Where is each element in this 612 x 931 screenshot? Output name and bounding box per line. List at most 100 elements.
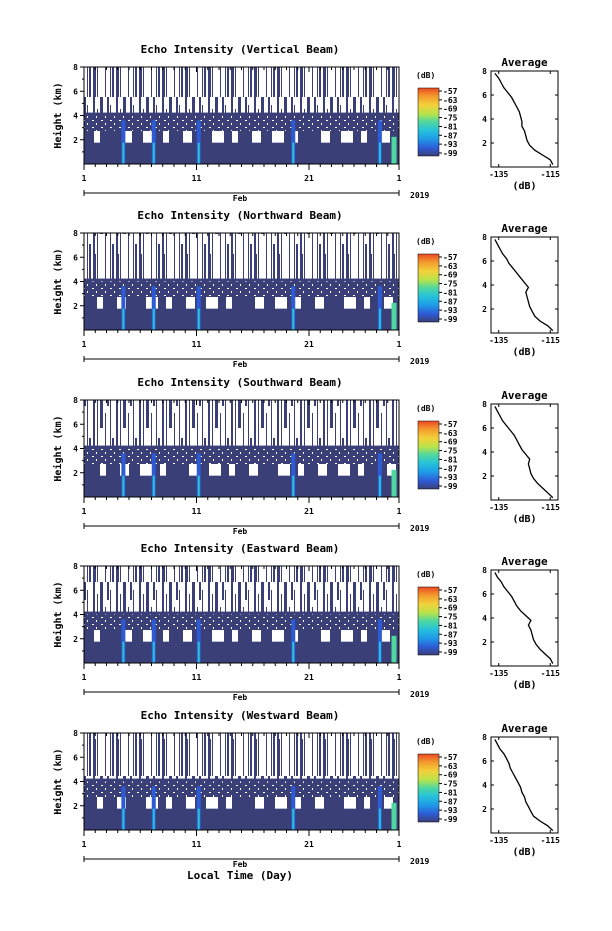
- colorbar-gradient: [417, 253, 440, 323]
- colorbar: (dB) -57-63-69-75-81-87-93-99: [416, 737, 458, 824]
- colorbar: (dB) -57-63-69-75-81-87-93-99: [416, 404, 458, 491]
- average-y-tick-label: 8: [482, 233, 487, 242]
- heatmap-spike-core: [197, 142, 200, 164]
- heatmap-spike: [291, 120, 296, 164]
- heatmap-gap: [381, 131, 390, 143]
- heatmap-upper-streaks: [84, 566, 399, 612]
- month-label: Feb: [233, 360, 248, 369]
- colorbar-tick-label: -81: [443, 788, 458, 797]
- colorbar-unit: (dB): [416, 71, 435, 80]
- heatmap-gap: [358, 464, 364, 476]
- heatmap-gap: [143, 131, 155, 143]
- y-tick-label: 4: [73, 445, 78, 454]
- x-tick-label: 1: [82, 340, 87, 349]
- average-xlabel: (dB): [512, 514, 536, 525]
- heatmap-spike-core: [122, 641, 125, 663]
- colorbar-tick-label: -69: [443, 105, 458, 114]
- heatmap-gap: [278, 464, 290, 476]
- heatmap-yaxis: 8 6 4 2: [73, 562, 84, 652]
- x-tick-label: 1: [397, 840, 402, 849]
- colorbar-tick-label: -81: [443, 455, 458, 464]
- heatmap-spike: [196, 120, 201, 164]
- y-tick-label: 6: [73, 586, 78, 595]
- heatmap-spike: [291, 286, 296, 330]
- heatmap-spike-core: [197, 308, 200, 330]
- heatmap-spike-core: [122, 142, 125, 164]
- average-profile: Average 8 6 4 2 -135 -115 (dB): [482, 722, 560, 858]
- heatmap-spike-end: [391, 302, 397, 330]
- heatmap-yaxis: 8 6 4 2: [73, 396, 84, 486]
- average-x-tick-label: -115: [541, 170, 560, 179]
- y-tick-label: 2: [73, 136, 78, 145]
- average-profile: Average 8 6 4 2 -135 -115 (dB): [482, 56, 560, 192]
- heatmap-yaxis: 8 6 4 2: [73, 729, 84, 819]
- heatmap-spike-core: [152, 142, 155, 164]
- month-label: Feb: [233, 860, 248, 869]
- heatmap-gap: [206, 797, 218, 809]
- average-title: Average: [501, 56, 548, 69]
- panel-4: Echo Intensity (Eastward Beam) 8 6 4 2 Height…: [52, 542, 560, 702]
- average-x-tick-label: -115: [541, 669, 560, 678]
- colorbar-tick-label: -75: [443, 447, 458, 456]
- y-tick-label: 8: [73, 729, 78, 738]
- heatmap-spike-core: [378, 142, 381, 164]
- heatmap-gap: [189, 464, 198, 476]
- colorbar-tick-label: -87: [443, 297, 458, 306]
- heatmap-upper-streaks: [84, 233, 399, 279]
- average-xlabel: (dB): [512, 680, 536, 691]
- heatmap-mid-layer: [84, 614, 399, 631]
- average-y-tick-label: 4: [482, 448, 487, 457]
- heatmap-gap: [321, 630, 330, 642]
- heatmap-gap: [252, 131, 261, 143]
- average-profile-line: [494, 72, 554, 165]
- y-tick-label: 8: [73, 562, 78, 571]
- colorbar-tick-label: -87: [443, 131, 458, 140]
- colorbar-gradient: [417, 87, 440, 157]
- average-profile-line: [494, 739, 554, 832]
- heatmap-upper-streaks: [84, 733, 399, 779]
- year-label: 2019: [410, 524, 429, 533]
- colorbar-tick-label: -63: [443, 96, 458, 105]
- heatmap-spike: [196, 286, 201, 330]
- heatmap-spike-core: [122, 808, 125, 830]
- heatmap-spike: [377, 120, 382, 164]
- heatmap-gap: [252, 630, 261, 642]
- colorbar-tick-label: -75: [443, 114, 458, 123]
- heatmap-gap: [338, 464, 350, 476]
- heatmap-spike-end: [391, 136, 397, 164]
- x-tick-label: 1: [397, 174, 402, 183]
- heatmap-spike: [151, 786, 156, 830]
- x-tick-label: 1: [82, 174, 87, 183]
- heatmap-gap: [166, 297, 172, 309]
- average-y-tick-label: 2: [482, 139, 487, 148]
- year-label: 2019: [410, 857, 429, 866]
- heatmap-spike-core: [378, 308, 381, 330]
- heatmap-spike-core: [152, 641, 155, 663]
- y-tick-label: 8: [73, 396, 78, 405]
- heatmap-gap: [315, 297, 324, 309]
- heatmap-gap: [384, 797, 393, 809]
- heatmap-spike-core: [122, 308, 125, 330]
- y-tick-label: 2: [73, 302, 78, 311]
- y-tick-label: 6: [73, 420, 78, 429]
- heatmap-spike-end: [391, 635, 397, 663]
- average-y-tick-label: 4: [482, 281, 487, 290]
- heatmap-spike-core: [197, 808, 200, 830]
- heatmap-gap: [94, 131, 100, 143]
- heatmap-gap: [100, 464, 106, 476]
- colorbar-tick-label: -75: [443, 780, 458, 789]
- average-x-tick-label: -115: [541, 503, 560, 512]
- colorbar-tick-label: -81: [443, 621, 458, 630]
- colorbar-unit: (dB): [416, 237, 435, 246]
- heatmap-spike-core: [292, 142, 295, 164]
- heatmap-spike: [151, 120, 156, 164]
- x-tick-label: 11: [192, 174, 202, 183]
- average-y-tick-label: 6: [482, 424, 487, 433]
- colorbar-gradient: [417, 586, 440, 656]
- heatmap-title: Echo Intensity (Eastward Beam): [141, 542, 340, 555]
- y-tick-label: 4: [73, 778, 78, 787]
- heatmap-gap: [183, 131, 192, 143]
- colorbar-tick-label: -57: [443, 87, 458, 96]
- average-xlabel: (dB): [512, 181, 536, 192]
- colorbar-tick-label: -57: [443, 586, 458, 595]
